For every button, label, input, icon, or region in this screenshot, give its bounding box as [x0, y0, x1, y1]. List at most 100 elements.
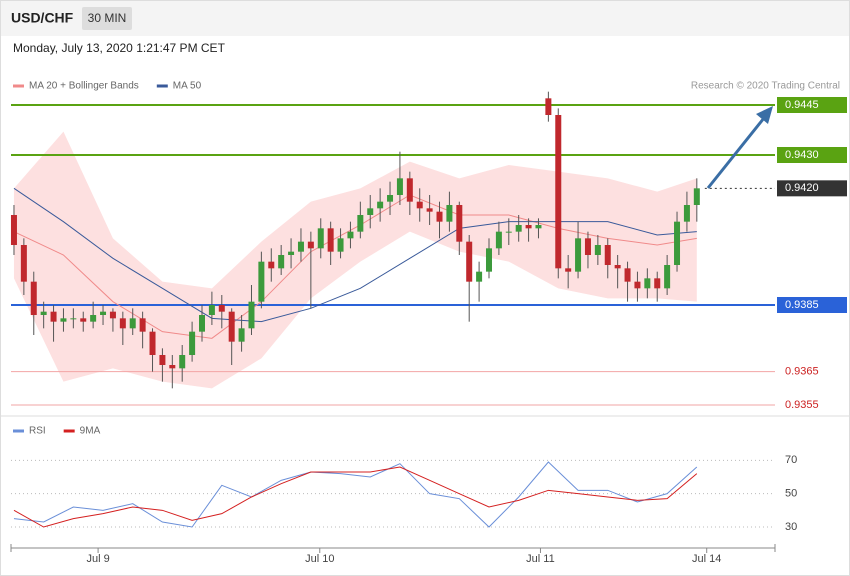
candle-body	[377, 201, 384, 209]
candle-body	[307, 241, 314, 249]
candle-body	[565, 268, 572, 272]
candle-body	[90, 315, 97, 322]
plot-layer: 0.9445 0.9430 0.9420 0.9385 0.9365 0.9355 MA 2…	[10, 81, 847, 565]
candle-body	[347, 231, 354, 239]
candle-body	[545, 98, 552, 115]
indicator-line	[13, 466, 698, 528]
candle-body	[396, 178, 403, 195]
candle-body	[654, 278, 661, 289]
candle-body	[436, 211, 443, 222]
candle-body	[50, 311, 57, 322]
candle-body	[664, 265, 671, 289]
y-tick-label: 70	[785, 454, 797, 466]
level-label: 0.9365	[785, 366, 819, 378]
candle-body	[337, 238, 344, 252]
header-bar	[1, 1, 849, 36]
candle-body	[119, 318, 126, 329]
candle-body	[20, 245, 27, 282]
level-box	[777, 147, 847, 163]
candle-body	[139, 318, 146, 332]
candle-body	[169, 365, 176, 369]
level-label: 0.9445	[785, 99, 819, 111]
candle-body	[456, 205, 463, 242]
legend-label: 9MA	[80, 426, 101, 437]
candle-body	[278, 255, 285, 269]
x-tick-label: Jul 14	[692, 553, 721, 565]
candle-body	[535, 225, 542, 229]
candle-body	[367, 208, 374, 215]
forecast-arrow	[706, 117, 766, 189]
candle-body	[288, 251, 295, 255]
candle-body	[228, 311, 235, 342]
arrow-head	[756, 106, 773, 124]
candle-body	[624, 268, 631, 282]
symbol: USD/CHF	[11, 10, 74, 26]
candle-body	[644, 278, 651, 289]
candle-body	[446, 205, 453, 222]
candle-body	[594, 245, 601, 255]
level-box	[777, 180, 847, 197]
candle-body	[416, 201, 423, 209]
candle-body	[40, 311, 47, 315]
level-box	[777, 97, 847, 113]
candle-body	[238, 328, 245, 342]
candle-body	[525, 225, 532, 229]
ma-line	[13, 187, 697, 323]
candle-body	[634, 281, 641, 289]
candle-body	[476, 271, 483, 282]
candle-body	[575, 238, 582, 272]
candle-body	[189, 331, 196, 355]
candle-body	[674, 221, 681, 265]
candle-body	[149, 331, 156, 355]
candle-body	[129, 318, 136, 329]
candle-body	[297, 241, 304, 252]
candle-body	[614, 265, 621, 269]
level-label: 0.9355	[785, 399, 819, 411]
legend-label: MA 50	[173, 81, 202, 92]
legend-label: RSI	[29, 426, 46, 437]
candle-body	[159, 355, 166, 365]
timestamp: Monday, July 13, 2020 1:21:47 PM CET	[13, 41, 226, 55]
candle-body	[268, 261, 275, 269]
candle-body	[10, 215, 17, 245]
level-label: 0.9385	[785, 299, 819, 311]
candle-body	[208, 305, 215, 315]
candle-body	[248, 301, 255, 329]
candle-body	[199, 315, 205, 332]
legend-label: MA 20 + Bollinger Bands	[29, 81, 139, 92]
candle-body	[466, 241, 473, 282]
candle-body	[258, 261, 265, 302]
candle-body	[505, 231, 512, 233]
x-tick-label: Jul 9	[86, 553, 109, 565]
candle-body	[100, 311, 107, 315]
y-tick-label: 50	[785, 488, 797, 500]
candle-body	[683, 205, 690, 222]
candle-body	[604, 245, 611, 265]
candle-body	[555, 115, 562, 269]
level-label: 0.9430	[785, 149, 819, 161]
interval: 30 MIN	[88, 11, 127, 25]
candle-body	[317, 228, 324, 249]
candle-body	[30, 281, 37, 315]
bollinger-band	[13, 131, 697, 389]
y-tick-label: 30	[785, 521, 797, 533]
candle-body	[109, 311, 116, 319]
candle-body	[406, 178, 413, 202]
x-tick-label: Jul 11	[526, 553, 555, 565]
candle-body	[218, 305, 225, 312]
candle-body	[327, 228, 334, 252]
candle-body	[485, 248, 492, 272]
candle-body	[495, 231, 502, 249]
interval-badge	[82, 7, 132, 30]
level-box	[777, 297, 847, 313]
candle-body	[60, 318, 67, 322]
candle-body	[70, 318, 77, 320]
candle-body	[387, 195, 394, 202]
indicator-line	[13, 461, 698, 528]
candle-body	[584, 238, 591, 255]
x-tick-label: Jul 10	[305, 553, 334, 565]
level-label: 0.9420	[785, 182, 819, 194]
candle-body	[179, 355, 186, 369]
candle-body	[693, 188, 700, 205]
